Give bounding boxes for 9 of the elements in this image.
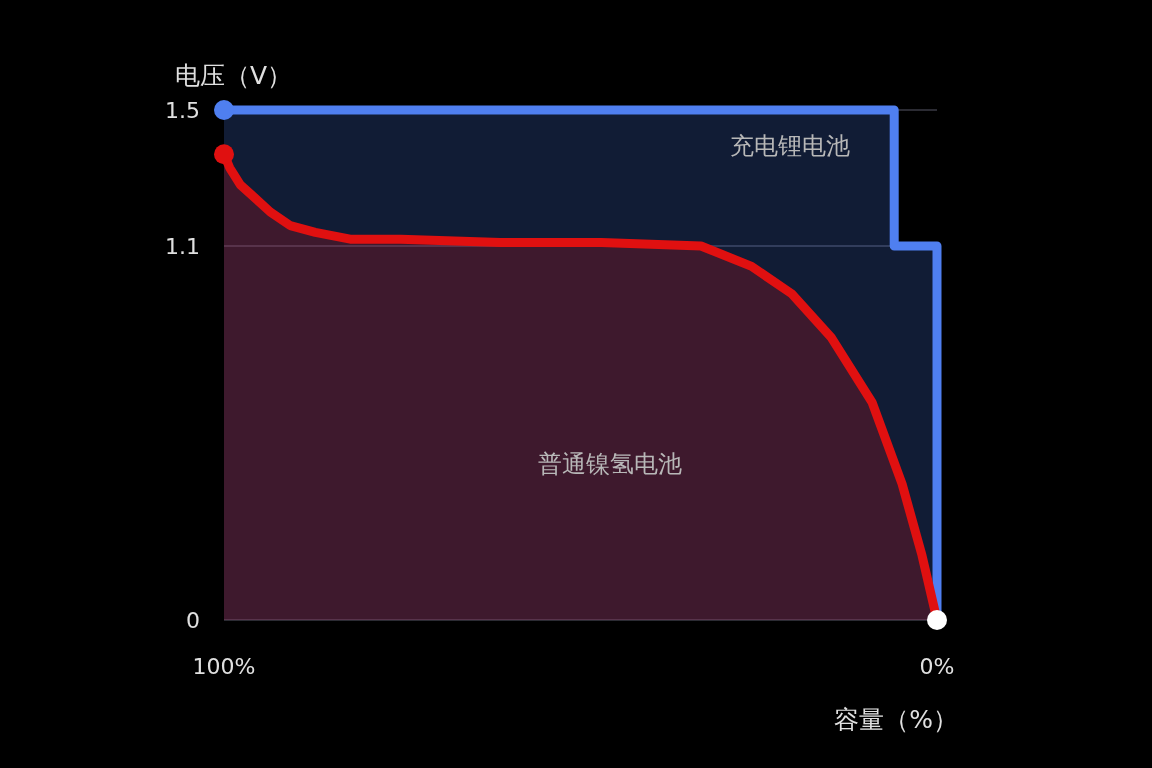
series-label: 普通镍氢电池 [538, 450, 682, 478]
y-tick-label: 1.5 [165, 98, 200, 123]
series-label: 充电锂电池 [730, 132, 850, 160]
y-tick-label: 1.1 [165, 234, 200, 259]
x-tick-label: 0% [919, 654, 955, 679]
x-tick-label: 100% [192, 654, 256, 679]
y-tick-label: 0 [186, 608, 200, 633]
y-axis-title: 电压（V） [175, 61, 293, 90]
x-axis-title: 容量（%） [834, 705, 958, 734]
